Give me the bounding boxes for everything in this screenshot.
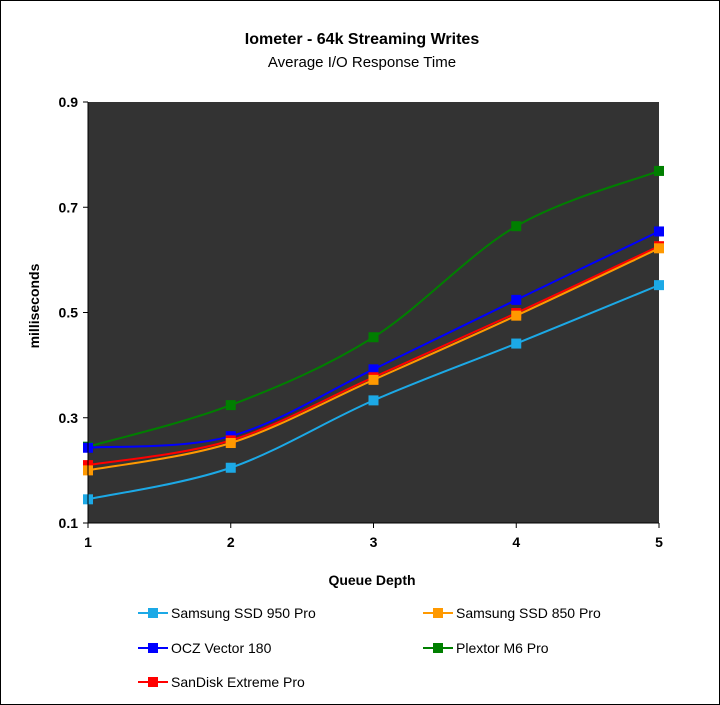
data-point: [511, 294, 522, 305]
x-tick-label: 1: [84, 534, 92, 550]
legend-label: Samsung SSD 850 Pro: [456, 605, 601, 621]
y-tick-label: 0.1: [59, 515, 79, 531]
data-point: [511, 338, 522, 349]
legend-label: Plextor M6 Pro: [456, 640, 549, 656]
legend-item-samsung-ssd-950-pro: Samsung SSD 950 Pro: [138, 605, 316, 621]
data-point: [511, 310, 522, 321]
data-point: [225, 462, 236, 473]
x-tick-label: 3: [370, 534, 378, 550]
legend-label: SanDisk Extreme Pro: [171, 674, 305, 690]
x-tick-label: 4: [512, 534, 520, 550]
data-point: [654, 226, 664, 237]
y-axis-label: milliseconds: [26, 263, 42, 348]
data-point: [654, 243, 664, 254]
data-point: [654, 165, 664, 176]
data-point: [368, 395, 379, 406]
legend-item-samsung-ssd-850-pro: Samsung SSD 850 Pro: [423, 605, 601, 621]
legend-label: Samsung SSD 950 Pro: [171, 605, 316, 621]
y-tick-label: 0.5: [59, 305, 79, 321]
legend-item-sandisk-extreme-pro: SanDisk Extreme Pro: [138, 674, 305, 690]
data-point: [368, 332, 379, 343]
legend-item-plextor-m6-pro: Plextor M6 Pro: [423, 640, 549, 656]
data-point: [225, 400, 236, 411]
legend-item-ocz-vector-180: OCZ Vector 180: [138, 640, 272, 656]
legend-swatch-marker: [148, 643, 158, 653]
y-tick-label: 0.3: [59, 410, 79, 426]
legend-label: OCZ Vector 180: [171, 640, 272, 656]
x-tick-label: 5: [655, 534, 663, 550]
legend-swatch-marker: [433, 643, 443, 653]
data-point: [654, 280, 664, 291]
legend-swatch-marker: [148, 608, 158, 618]
chart-subtitle: Average I/O Response Time: [268, 54, 456, 71]
data-point: [511, 221, 522, 232]
data-point: [225, 438, 236, 449]
y-tick-label: 0.9: [59, 94, 79, 110]
legend-swatch-marker: [148, 677, 158, 687]
legend-swatch-marker: [433, 608, 443, 618]
legend: Samsung SSD 950 Pro Samsung SSD 850 Pro OC…: [138, 605, 601, 690]
y-tick-label: 0.7: [59, 199, 79, 215]
x-axis-label: Queue Depth: [328, 572, 415, 588]
x-tick-label: 2: [227, 534, 235, 550]
plot-area: [88, 102, 659, 523]
data-point: [368, 374, 379, 385]
chart-title: Iometer - 64k Streaming Writes: [245, 31, 480, 48]
data-point: [368, 364, 379, 375]
